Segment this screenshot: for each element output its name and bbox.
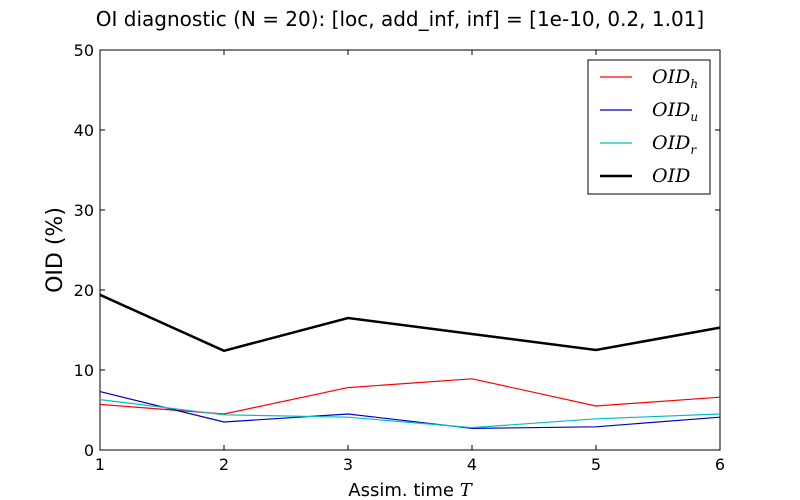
x-axis-label: Assim. time T (348, 480, 473, 500)
y-tick-label: 50 (74, 41, 94, 60)
chart-title: OI diagnostic (N = 20): [loc, add_inf, i… (96, 7, 704, 31)
legend-label-name: OID (652, 165, 690, 187)
legend-label-name: OID (652, 132, 690, 154)
legend-label-name: OID (652, 99, 690, 121)
x-axis: 1 2 3 4 5 6 (95, 50, 725, 474)
legend-label-name: OID (652, 66, 690, 88)
y-axis-label: OID (%) (43, 207, 68, 293)
legend-label-oid-r: OIDr (652, 132, 697, 157)
series-line-oid-u (99, 391, 721, 430)
series-line-oid-r (99, 399, 721, 429)
legend-label-oid-u: OIDu (652, 99, 698, 124)
legend-label-oid-total: OID (652, 165, 690, 187)
legend-label-subscript: h (690, 77, 698, 91)
legend-box (587, 59, 711, 195)
y-tick-label: 40 (74, 121, 94, 140)
x-tick-label: 4 (467, 455, 477, 474)
x-tick-label: 6 (715, 455, 725, 474)
legend-label-subscript: u (690, 110, 698, 124)
y-tick-label: 0 (84, 441, 94, 460)
series-line-oid-total (99, 293, 721, 353)
x-tick-label: 5 (591, 455, 601, 474)
y-tick-label: 20 (74, 281, 94, 300)
legend-label-subscript: r (690, 143, 697, 157)
x-tick-label: 1 (95, 455, 105, 474)
y-tick-label: 10 (74, 361, 94, 380)
x-axis-label-text: Assim. time (348, 480, 454, 500)
y-axis: 0 10 20 30 40 50 (74, 41, 720, 460)
x-tick-label: 3 (343, 455, 353, 474)
y-tick-label: 30 (74, 201, 94, 220)
x-tick-label: 2 (219, 455, 229, 474)
series-layer (99, 293, 721, 430)
x-axis-label-variable: T (460, 480, 474, 500)
legend-label-oid-h: OIDh (652, 66, 698, 91)
